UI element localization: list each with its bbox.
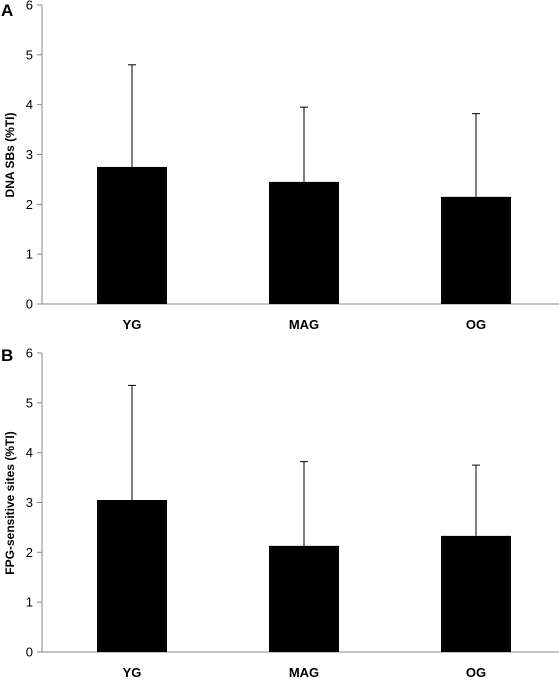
panel-label-a: A	[1, 1, 13, 20]
panel-label-b: B	[1, 346, 13, 365]
chart-panel-b: B FPG-sensitive sites (%TI) 0 1 2 3 4 5 6 YG MA…	[1, 346, 559, 680]
x-tick-label: YG	[123, 317, 142, 332]
y-tick-label: 4	[26, 97, 33, 112]
y-tick-label: 5	[26, 395, 33, 410]
bar-mag	[269, 545, 339, 652]
y-tick-label: 0	[26, 645, 33, 660]
y-tick-label: 3	[26, 147, 33, 162]
bar-yg	[97, 166, 167, 304]
y-tick-label: 5	[26, 47, 33, 62]
y-tick-label: 0	[26, 297, 33, 312]
x-ticks-a: YG MAG OG	[123, 317, 487, 332]
y-tick-label: 2	[26, 545, 33, 560]
x-tick-label: MAG	[289, 665, 319, 680]
x-tick-label: OG	[466, 317, 486, 332]
bar-yg	[97, 500, 167, 652]
y-axis-label-b: FPG-sensitive sites (%TI)	[3, 431, 17, 574]
y-tick-label: 1	[26, 595, 33, 610]
y-tick-label: 2	[26, 197, 33, 212]
bar-mag	[269, 181, 339, 304]
y-tick-label: 6	[26, 346, 33, 361]
y-tick-label: 6	[26, 0, 33, 13]
y-axis-label-a: DNA SBs (%TI)	[3, 113, 17, 198]
x-ticks-b: YG MAG OG	[123, 665, 487, 680]
y-ticks-b: 0 1 2 3 4 5 6	[26, 346, 42, 660]
x-tick-label: OG	[466, 665, 486, 680]
bar-og	[441, 535, 511, 652]
y-tick-label: 1	[26, 247, 33, 262]
y-ticks-a: 0 1 2 3 4 5 6	[26, 0, 42, 312]
bars-b	[97, 384, 511, 652]
y-tick-label: 4	[26, 445, 33, 460]
x-tick-label: MAG	[289, 317, 319, 332]
bar-og	[441, 196, 511, 304]
chart-panel-a: A DNA SBs (%TI) 0 1 2 3 4 5 6 YG MAG OG	[1, 0, 559, 332]
bars-a	[97, 64, 511, 304]
x-tick-label: YG	[123, 665, 142, 680]
y-tick-label: 3	[26, 495, 33, 510]
